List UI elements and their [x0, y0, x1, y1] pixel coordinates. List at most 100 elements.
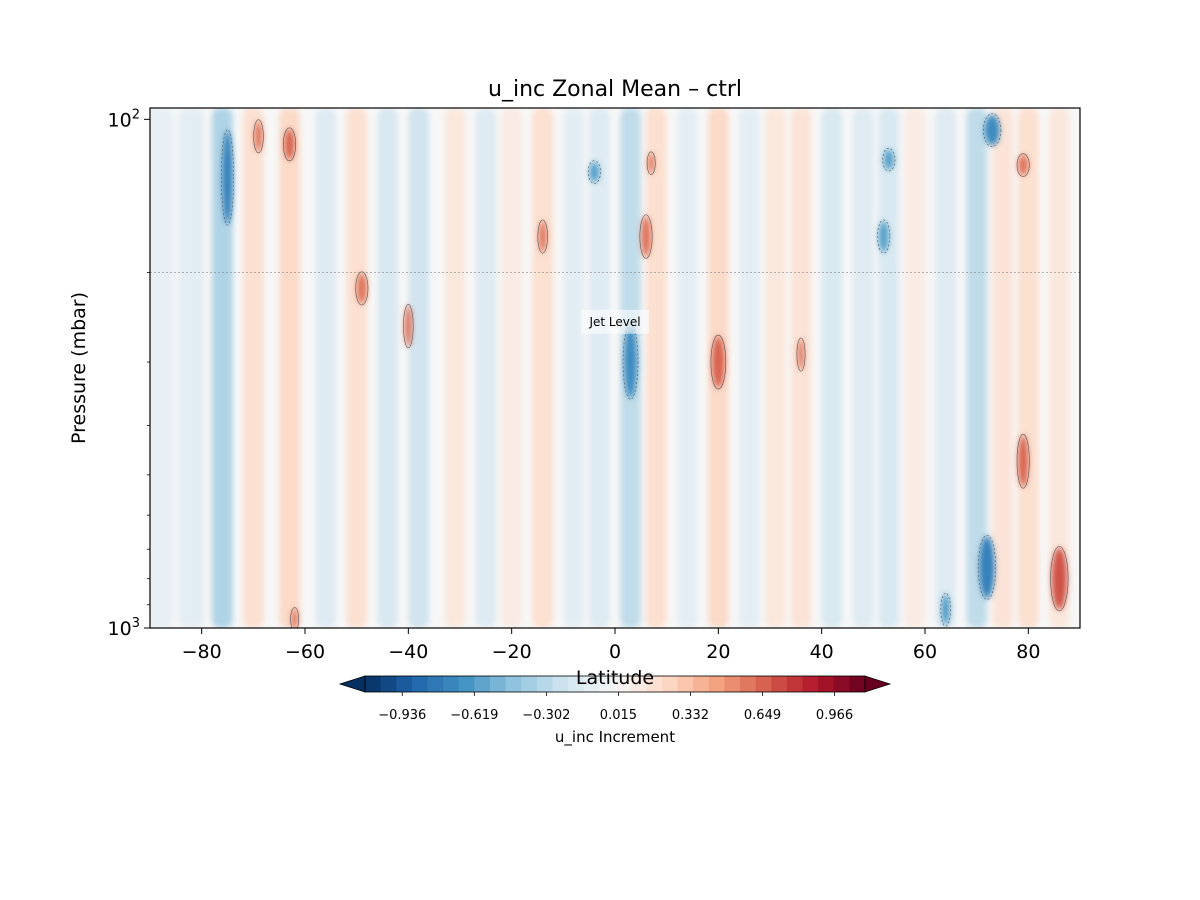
field-blob — [404, 305, 413, 347]
colorbar-cell — [802, 676, 819, 692]
contour-line — [877, 219, 891, 254]
field-blob — [711, 336, 725, 389]
x-tick-label: −80 — [182, 641, 222, 663]
colorbar-tick-label: 0.015 — [600, 708, 637, 723]
field-blob — [589, 161, 600, 183]
field-blob — [1018, 435, 1029, 488]
field-band — [966, 108, 987, 628]
colorbar-cell — [474, 676, 491, 692]
x-tick-label: 0 — [609, 641, 621, 663]
colorbar-cell — [708, 676, 725, 692]
field-blob — [538, 220, 547, 253]
field-band — [243, 108, 264, 628]
field-band — [563, 108, 584, 628]
colorbar-tick-label: −0.936 — [378, 708, 426, 723]
field-blob — [254, 120, 263, 152]
colorbar-cell — [724, 676, 741, 692]
annotation-box — [581, 309, 649, 334]
field-band — [150, 108, 174, 628]
field-blob — [291, 608, 298, 628]
colorbar-extend-low — [338, 675, 366, 693]
field-band — [178, 108, 205, 628]
field-band — [589, 108, 610, 628]
colorbar-cell — [599, 676, 616, 692]
y-axis: 102 103 — [108, 107, 150, 640]
colorbar-cell — [568, 676, 585, 692]
field-band — [646, 108, 667, 628]
colorbar-cell — [365, 676, 382, 692]
field-band — [764, 108, 786, 628]
colorbar-tick-label: −0.619 — [450, 708, 498, 723]
x-tick-label: 60 — [913, 641, 937, 663]
colorbar-label: u_inc Increment — [555, 728, 675, 747]
blob-layer — [222, 114, 1068, 628]
field-band — [346, 108, 367, 628]
colorbar-cell — [380, 676, 397, 692]
field-blob — [883, 149, 894, 171]
colorbar: −0.936 −0.619 −0.302 0.015 0.332 0.649 0.966 u… — [338, 675, 892, 747]
field-band — [475, 108, 497, 628]
field-band — [852, 108, 874, 628]
colorbar-frame — [364, 675, 866, 693]
colorbar-tick-label: 0.649 — [744, 708, 781, 723]
colorbar-cell — [833, 676, 850, 692]
x-axis-label: Latitude — [576, 667, 654, 689]
colorbar-tick-label: −0.302 — [522, 708, 570, 723]
contour-line — [283, 127, 296, 162]
colorbar-cell — [755, 676, 772, 692]
x-tick-label: −40 — [388, 641, 428, 663]
colorbar-cell — [646, 676, 663, 692]
contour-line — [940, 592, 951, 627]
contour-line — [639, 214, 653, 259]
band-layer — [150, 108, 1070, 628]
field-blob — [284, 128, 295, 160]
field-blob — [1018, 154, 1029, 176]
field-band — [1018, 108, 1039, 628]
colorbar-extend-high — [864, 675, 892, 693]
contour-line — [977, 534, 997, 600]
x-tick-label: −20 — [492, 641, 532, 663]
field-band — [677, 108, 698, 628]
contour-line — [537, 219, 548, 254]
colorbar-cell — [521, 676, 538, 692]
colorbar-tick-label: 0.966 — [816, 708, 853, 723]
contour-line — [355, 271, 369, 306]
contour-line — [1050, 546, 1069, 612]
field-blob — [984, 114, 1000, 146]
colorbar-cell — [771, 676, 788, 692]
colorbar-cell — [661, 676, 678, 692]
field-band — [315, 108, 336, 628]
field-band — [878, 108, 900, 628]
colorbar-cell — [505, 676, 522, 692]
colorbar-cell — [693, 676, 710, 692]
y-tick-label: 102 — [108, 107, 140, 131]
contour-line — [710, 334, 727, 390]
y-tick-label: 103 — [108, 616, 140, 640]
field-band — [279, 108, 300, 628]
contour-line — [882, 147, 896, 172]
x-tick-label: 80 — [1016, 641, 1040, 663]
field-blob — [878, 220, 889, 253]
contour-line — [290, 607, 300, 628]
field-band — [821, 108, 843, 628]
field-band — [408, 108, 429, 628]
colorbar-ticks: −0.936 −0.619 −0.302 0.015 0.332 0.649 0.966 — [378, 692, 853, 723]
field-blob — [979, 536, 995, 599]
colorbar-cell — [552, 676, 569, 692]
x-tick-label: 20 — [706, 641, 730, 663]
field-band — [444, 108, 466, 628]
colorbar-cell — [536, 676, 553, 692]
field-blob — [356, 272, 368, 305]
colorbar-cell — [396, 676, 413, 692]
field-blob — [624, 325, 637, 399]
field-blob — [640, 215, 652, 258]
contour-line — [796, 337, 806, 372]
contour-line — [1016, 153, 1030, 177]
field-layer — [150, 108, 1080, 628]
colorbar-cell — [786, 676, 803, 692]
contour-line — [253, 119, 264, 154]
colorbar-cell — [490, 676, 507, 692]
colorbar-cell — [740, 676, 757, 692]
chart-title: u_inc Zonal Mean – ctrl — [488, 77, 742, 102]
